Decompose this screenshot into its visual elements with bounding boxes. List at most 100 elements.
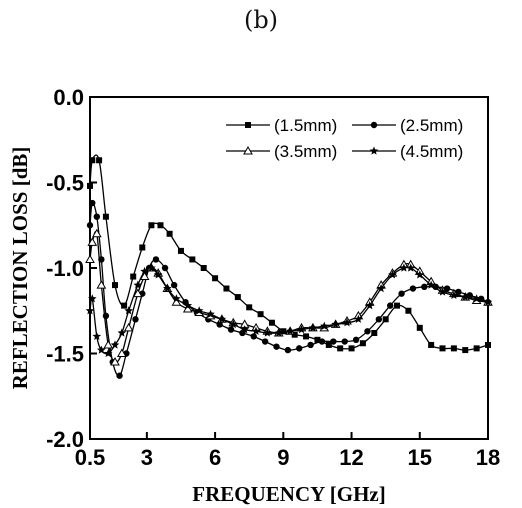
data-point-star — [163, 284, 172, 293]
y-tick-label: -1.0 — [46, 256, 84, 281]
data-point-star — [461, 292, 470, 301]
data-point-square — [189, 256, 196, 263]
data-point-star — [147, 263, 156, 272]
data-point-star — [399, 263, 409, 272]
data-point-circle — [352, 336, 360, 344]
data-point-circle — [364, 328, 371, 335]
data-point-star — [308, 323, 318, 332]
y-axis-title: REFLECTION LOSS [dB] — [8, 147, 32, 390]
series-line-square — [89, 154, 489, 351]
x-tick-label: 0.5 — [75, 445, 106, 470]
data-point-triangle — [116, 348, 127, 357]
data-point-square — [485, 341, 491, 348]
data-point-square — [166, 230, 173, 237]
data-point-square — [450, 345, 457, 352]
data-point-circle — [341, 338, 348, 345]
data-point-star — [124, 306, 133, 315]
data-point-star — [183, 301, 193, 310]
data-point-circle — [284, 346, 292, 354]
data-point-star — [406, 263, 415, 272]
data-point-star — [415, 270, 425, 279]
legend-marker-square — [245, 122, 251, 128]
data-point-square — [87, 182, 93, 189]
data-point-star — [263, 328, 272, 337]
data-point-square — [473, 345, 480, 352]
data-point-square — [268, 319, 275, 326]
data-point-star — [483, 297, 493, 306]
data-point-star — [240, 325, 249, 334]
data-point-square — [462, 347, 469, 354]
data-point-star — [88, 294, 97, 303]
data-point-circle — [170, 281, 178, 289]
data-point-star — [172, 294, 181, 303]
x-tick-label: 18 — [476, 445, 500, 470]
data-point-square — [234, 294, 241, 301]
data-point-circle — [132, 316, 139, 323]
data-point-square — [439, 345, 446, 352]
data-point-star — [117, 328, 127, 337]
data-point-circle — [273, 343, 280, 350]
data-point-circle — [93, 213, 101, 220]
data-point-triangle — [110, 357, 120, 366]
data-point-star — [92, 331, 102, 340]
data-point-square — [405, 307, 412, 314]
data-point-circle — [86, 222, 94, 229]
legend-label: (3.5mm) — [274, 142, 337, 161]
x-tick-label: 3 — [141, 445, 153, 470]
data-point-square — [148, 222, 155, 229]
legend-label: (2.5mm) — [400, 116, 463, 135]
data-point-triangle — [132, 288, 143, 298]
y-tick-label: -2.0 — [46, 427, 84, 452]
legend: (1.5mm) (2.5mm) (3.5mm) (4.5mm) — [226, 116, 463, 161]
data-point-star — [297, 325, 306, 334]
legend-marker-star — [369, 146, 379, 155]
data-point-square — [371, 329, 378, 336]
data-point-star — [320, 321, 329, 330]
data-point-square — [359, 340, 366, 347]
data-point-star — [153, 270, 163, 279]
legend-label: (1.5mm) — [274, 116, 337, 135]
data-point-circle — [455, 288, 462, 296]
data-point-circle — [161, 264, 169, 272]
data-point-square — [257, 311, 264, 318]
data-point-star — [217, 314, 227, 323]
data-point-triangle — [123, 322, 134, 332]
legend-label: (4.5mm) — [400, 142, 463, 161]
data-point-circle — [375, 316, 383, 323]
data-point-star — [103, 349, 113, 358]
data-point-circle — [250, 333, 257, 340]
data-point-square — [303, 333, 310, 340]
data-point-triangle — [103, 339, 114, 349]
data-point-circle — [330, 338, 337, 345]
data-point-circle — [89, 199, 96, 207]
data-point-star — [194, 306, 204, 315]
x-tick-label: 9 — [277, 445, 289, 470]
data-point-star — [331, 319, 340, 329]
data-point-square — [212, 275, 219, 282]
data-point-circle — [387, 302, 394, 309]
data-point-star — [449, 290, 459, 299]
data-point-triangle — [139, 271, 150, 281]
data-point-square — [102, 213, 109, 220]
data-point-circle — [227, 326, 235, 333]
data-point-square — [428, 341, 435, 348]
data-point-circle — [432, 283, 439, 291]
data-point-star — [140, 266, 149, 276]
data-point-circle — [307, 341, 314, 349]
data-point-star — [206, 309, 215, 318]
data-point-triangle — [91, 228, 102, 238]
data-point-circle — [398, 290, 405, 297]
data-point-star — [438, 287, 447, 296]
y-tick-label: -1.5 — [46, 342, 84, 367]
data-point-star — [354, 314, 363, 323]
data-point-square — [157, 222, 164, 229]
data-point-square — [325, 341, 332, 348]
data-point-triangle — [96, 280, 107, 289]
data-point-circle — [318, 338, 326, 345]
tick-marks — [89, 96, 489, 440]
data-point-square — [394, 302, 401, 309]
data-point-star — [97, 345, 106, 354]
data-point-square — [337, 345, 344, 352]
data-point-square — [200, 265, 207, 271]
